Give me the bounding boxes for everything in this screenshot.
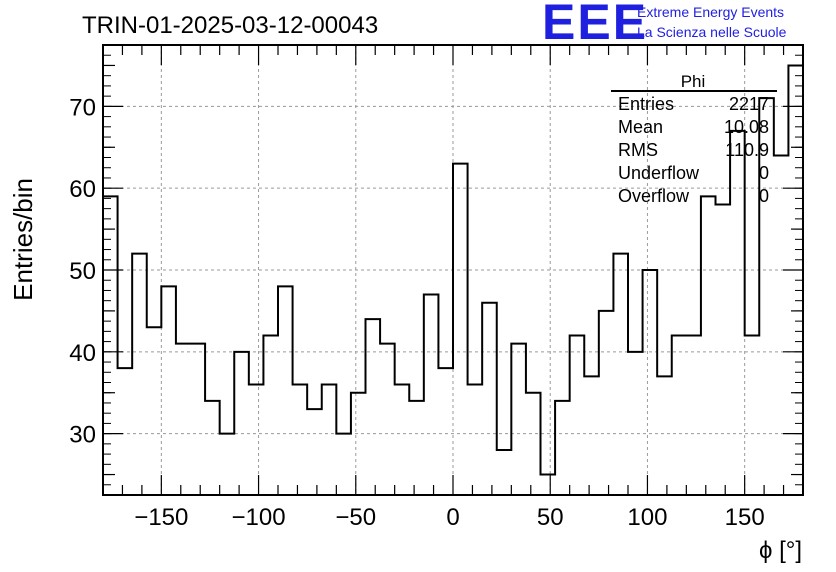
x-tick-label: 100	[627, 504, 667, 531]
y-tick-label: 30	[69, 422, 96, 449]
stats-box-name: Phi	[681, 72, 706, 91]
eee-logo: EEE	[542, 0, 649, 50]
stats-row-label: Mean	[618, 117, 663, 137]
x-tick-label: 0	[446, 504, 459, 531]
stats-row-value: 110.9	[725, 140, 769, 160]
y-axis-label: Entries/bin	[8, 178, 38, 301]
logo-tagline-2: La Scienza nelle Scuole	[637, 24, 787, 40]
stats-row-label: Overflow	[618, 186, 690, 206]
stats-row-value: 2217	[729, 94, 769, 114]
x-tick-label: 150	[725, 504, 765, 531]
stats-row-value: 10.08	[724, 117, 769, 137]
y-tick-label: 60	[69, 176, 96, 203]
x-tick-label: −50	[335, 504, 376, 531]
histogram-outline	[103, 64, 803, 476]
axis-ticks	[102, 44, 804, 496]
stats-row-value: 0	[759, 186, 769, 206]
stats-row-value: 0	[759, 163, 769, 183]
stats-row-label: Entries	[618, 94, 674, 114]
x-axis-label: ϕ [°]	[759, 537, 802, 564]
y-tick-label: 50	[69, 258, 96, 285]
x-tick-label: −100	[232, 504, 286, 531]
tick-labels: −150 −100 −50 0 50 100 150 30 40 50 60 70	[69, 94, 764, 531]
y-tick-label: 70	[69, 94, 96, 121]
logo-tagline-1: Extreme Energy Events	[637, 4, 785, 20]
y-tick-label: 40	[69, 340, 96, 367]
x-tick-label: −150	[134, 504, 188, 531]
histogram-series	[103, 64, 803, 476]
stats-rows: Entries 2217 Mean 10.08 RMS 110.9 Underflow 0 Ov…	[618, 94, 769, 206]
x-tick-label: 50	[537, 504, 564, 531]
stats-row-label: Underflow	[618, 163, 700, 183]
chart-title: TRIN-01-2025-03-12-00043	[82, 12, 378, 39]
stats-box: Phi Entries 2217 Mean 10.08 RMS 110.9 Underflo…	[611, 72, 777, 206]
stats-row-label: RMS	[618, 140, 658, 160]
